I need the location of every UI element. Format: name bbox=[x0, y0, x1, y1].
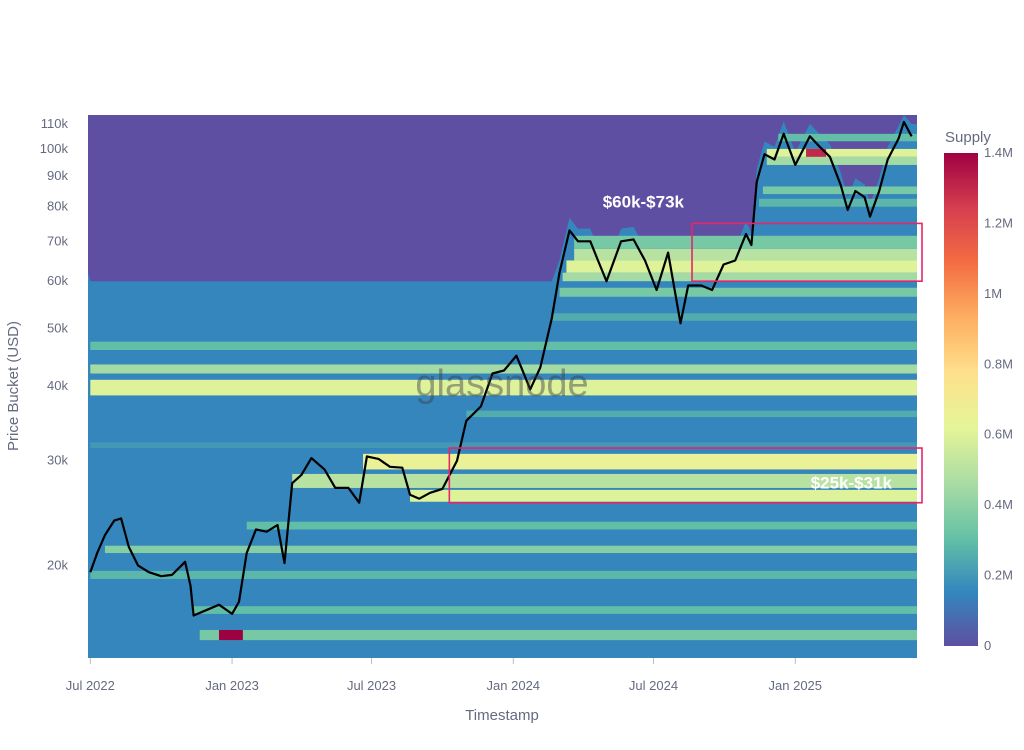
annotation-box-1 bbox=[448, 447, 923, 504]
heatmap-band-peak-22 bbox=[806, 148, 827, 157]
heatmap-band-14 bbox=[559, 287, 917, 297]
y-tick-label: 80k bbox=[47, 199, 68, 214]
heatmap-band-3 bbox=[104, 545, 917, 554]
colorbar-gradient bbox=[944, 153, 978, 646]
heatmap-band-9 bbox=[466, 410, 917, 418]
heatmap-band-17 bbox=[574, 248, 917, 261]
heatmap-band-23 bbox=[778, 133, 917, 142]
x-tick-label: Jul 2024 bbox=[629, 678, 678, 693]
heatmap-band-16 bbox=[566, 260, 917, 273]
y-tick-label: 20k bbox=[47, 558, 68, 573]
colorbar-tick-label: 0.6M bbox=[984, 427, 1013, 442]
colorbar-tick-label: 1.4M bbox=[984, 145, 1013, 160]
y-tick-label: 100k bbox=[40, 141, 69, 156]
annotation-box-0 bbox=[691, 222, 923, 282]
heatmap-band-13 bbox=[551, 313, 917, 321]
y-tick-label: 40k bbox=[47, 378, 68, 393]
heatmap-band-11 bbox=[90, 364, 917, 374]
heatmap-band-4 bbox=[246, 521, 917, 530]
x-tick-label: Jan 2024 bbox=[487, 678, 541, 693]
y-tick-label: 90k bbox=[47, 168, 68, 183]
annotation-label-1: $25k-$31k bbox=[811, 474, 893, 493]
colorbar-title: Supply bbox=[945, 129, 991, 146]
heatmap-band-20 bbox=[762, 186, 917, 195]
heatmap-band-19 bbox=[759, 198, 917, 207]
colorbar-tick-label: 1.2M bbox=[984, 215, 1013, 230]
heatmap-band-10 bbox=[90, 379, 917, 396]
x-tick-label: Jan 2023 bbox=[205, 678, 259, 693]
heatmap-band-12 bbox=[90, 341, 917, 350]
colorbar: Supply 0 0.2M 0.4M 0.6M 0.8M 1M 1.2M 1.4M bbox=[944, 129, 1013, 653]
y-tick-label: 30k bbox=[47, 453, 68, 468]
x-tick-label: Jul 2022 bbox=[66, 678, 115, 693]
heatmap-band-15 bbox=[562, 272, 917, 282]
watermark: glassnode bbox=[415, 363, 588, 405]
heatmap-band-2 bbox=[90, 570, 917, 579]
y-tick-label: 70k bbox=[47, 233, 68, 248]
x-tick-label: Jul 2023 bbox=[347, 678, 396, 693]
annotation-label-0: $60k-$73k bbox=[603, 192, 685, 211]
colorbar-tick-label: 0 bbox=[984, 638, 991, 653]
y-axis-title: Price Bucket (USD) bbox=[5, 321, 22, 451]
heatmap-band-0 bbox=[199, 629, 917, 641]
heatmap-band-21 bbox=[766, 156, 917, 165]
colorbar-tick-label: 0.2M bbox=[984, 568, 1013, 583]
heatmap-band-18 bbox=[574, 235, 917, 249]
x-axis-title: Timestamp bbox=[465, 707, 539, 724]
colorbar-tick-label: 1M bbox=[984, 286, 1002, 301]
price-line bbox=[89, 120, 913, 617]
heatmap-band-22 bbox=[766, 148, 917, 157]
y-tick-label: 110k bbox=[41, 116, 69, 131]
y-tick-label: 50k bbox=[47, 320, 68, 335]
heatmap-band-8 bbox=[90, 442, 917, 449]
heatmap-band-peak-0 bbox=[218, 629, 243, 641]
colorbar-tick-label: 0.8M bbox=[984, 356, 1013, 371]
heatmap-band-5 bbox=[410, 489, 917, 502]
colorbar-tick-label: 0.4M bbox=[984, 497, 1013, 512]
heatmap-band-7 bbox=[363, 453, 917, 470]
y-tick-label: 60k bbox=[47, 273, 68, 288]
heatmap-band-1 bbox=[192, 606, 917, 614]
x-tick-label: Jan 2025 bbox=[769, 678, 823, 693]
